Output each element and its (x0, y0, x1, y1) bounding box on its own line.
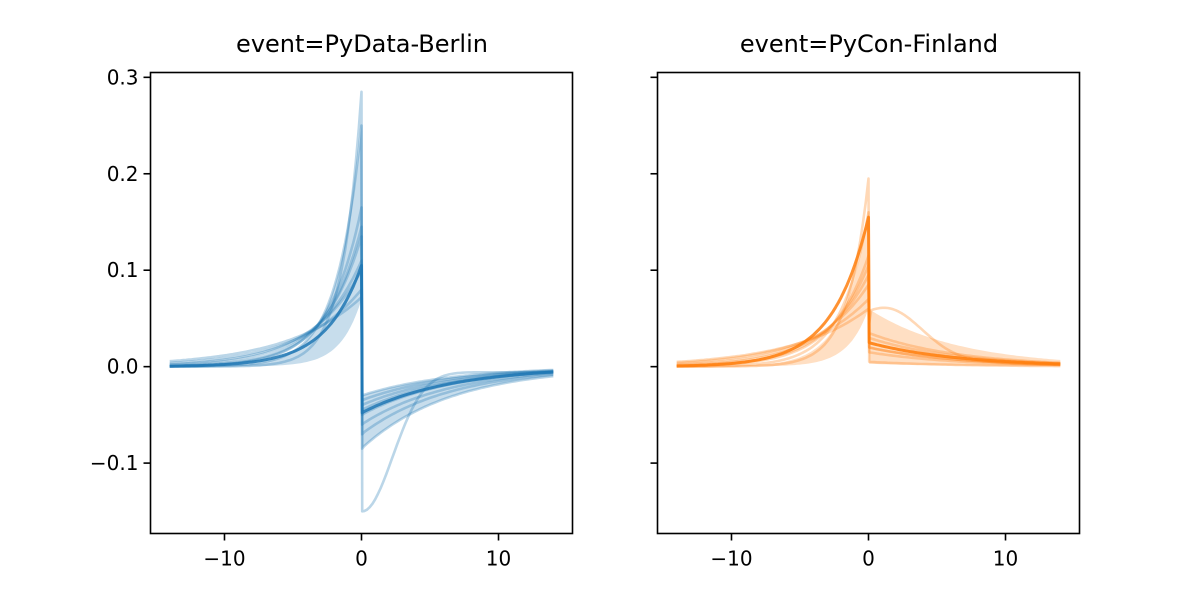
panel-pycon-finland: event=PyCon-Finland −10 0 10 (650, 30, 1081, 571)
y-tick-label: 0.2 (107, 162, 139, 186)
mean-line (676, 215, 1061, 368)
y-axis (650, 76, 658, 464)
x-axis: −10 0 10 (710, 533, 1018, 571)
panel-title: event=PyCon-Finland (740, 30, 998, 58)
axes-frame (149, 71, 574, 535)
x-tick-label: 10 (486, 547, 511, 571)
x-tick-label: 10 (993, 547, 1018, 571)
y-tick-label: 0.0 (107, 355, 139, 379)
x-tick-label: −10 (710, 547, 752, 571)
x-axis: −10 0 10 (203, 533, 511, 571)
x-tick-label: 0 (862, 547, 875, 571)
panel-pydata-berlin: event=PyData-Berlin −10 0 10 −0.1 0.0 0.1 0.2… (90, 30, 574, 571)
panel-title: event=PyData-Berlin (236, 30, 488, 58)
mean-line (169, 263, 554, 415)
axes-frame (656, 71, 1081, 535)
plot-area (169, 90, 554, 513)
y-tick-label: 0.1 (107, 258, 139, 282)
plot-area (676, 177, 1061, 368)
y-axis: −0.1 0.0 0.1 0.2 0.3 (90, 65, 151, 475)
y-tick-label: −0.1 (90, 451, 139, 475)
x-tick-label: 0 (355, 547, 368, 571)
x-tick-label: −10 (203, 547, 245, 571)
y-tick-label: 0.3 (107, 65, 139, 89)
